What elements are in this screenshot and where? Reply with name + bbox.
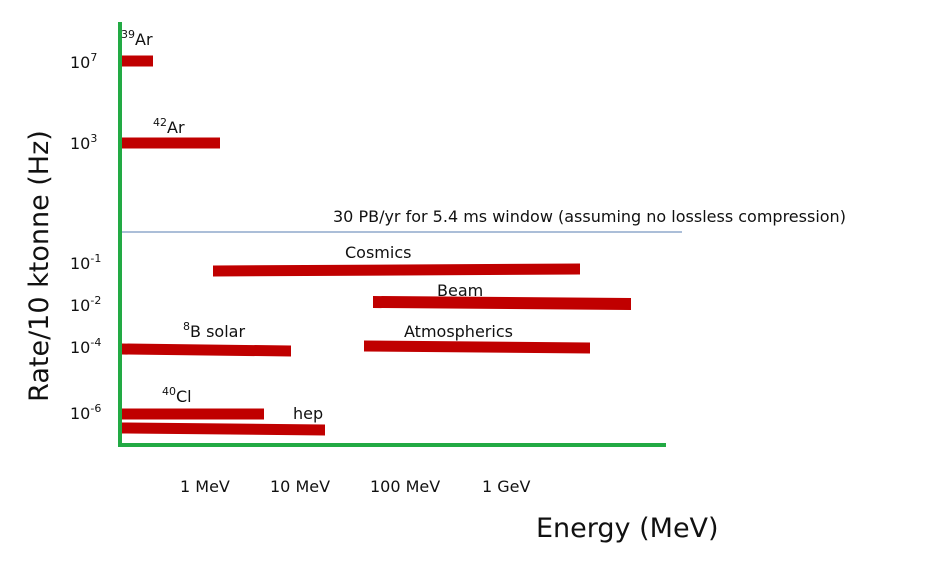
bar-group bbox=[122, 55, 631, 436]
y-tick-label: 107 bbox=[70, 51, 97, 72]
bar-cosmics bbox=[213, 263, 580, 277]
y-tick-label: 10-4 bbox=[70, 336, 101, 357]
bar-hep bbox=[122, 422, 325, 436]
bar-b-solar bbox=[122, 343, 291, 357]
y-tick-label: 10-1 bbox=[70, 252, 101, 273]
y-tick-label: 10-6 bbox=[70, 402, 101, 423]
bar-beam bbox=[373, 296, 631, 310]
x-axis-title: Energy (MeV) bbox=[536, 513, 719, 544]
reference-line-label: 30 PB/yr for 5.4 ms window (assuming no … bbox=[333, 207, 846, 226]
bar-label-group: 39Ar 42Ar Cosmics Beam 8B solar Atmospherics 4… bbox=[121, 28, 513, 423]
bar-label-cl: 40Cl bbox=[162, 385, 192, 406]
x-tick-label: 100 MeV bbox=[370, 477, 440, 496]
bar-label-ar: 42Ar bbox=[153, 116, 185, 137]
y-tick-label: 10-2 bbox=[70, 294, 101, 315]
bar-label-cosmics: Cosmics bbox=[345, 243, 411, 262]
y-tick-labels: 107 103 10-1 10-2 10-4 10-6 bbox=[70, 51, 101, 423]
y-tick-label: 103 bbox=[70, 132, 97, 153]
bar-label-b-solar: 8B solar bbox=[183, 320, 245, 341]
bar-label-hep: hep bbox=[293, 404, 323, 423]
bar-ar bbox=[122, 55, 153, 67]
bar-label-ar: 39Ar bbox=[121, 28, 153, 49]
bar-cl bbox=[122, 408, 264, 420]
bar-atmospherics bbox=[364, 340, 590, 354]
x-tick-label: 1 MeV bbox=[180, 477, 230, 496]
bar-label-beam: Beam bbox=[437, 281, 483, 300]
x-tick-label: 10 MeV bbox=[270, 477, 330, 496]
bar-label-atmospherics: Atmospherics bbox=[404, 322, 513, 341]
y-axis-title: Rate/10 ktonne (Hz) bbox=[24, 130, 55, 402]
bar-ar bbox=[122, 137, 220, 149]
x-tick-label: 1 GeV bbox=[482, 477, 531, 496]
